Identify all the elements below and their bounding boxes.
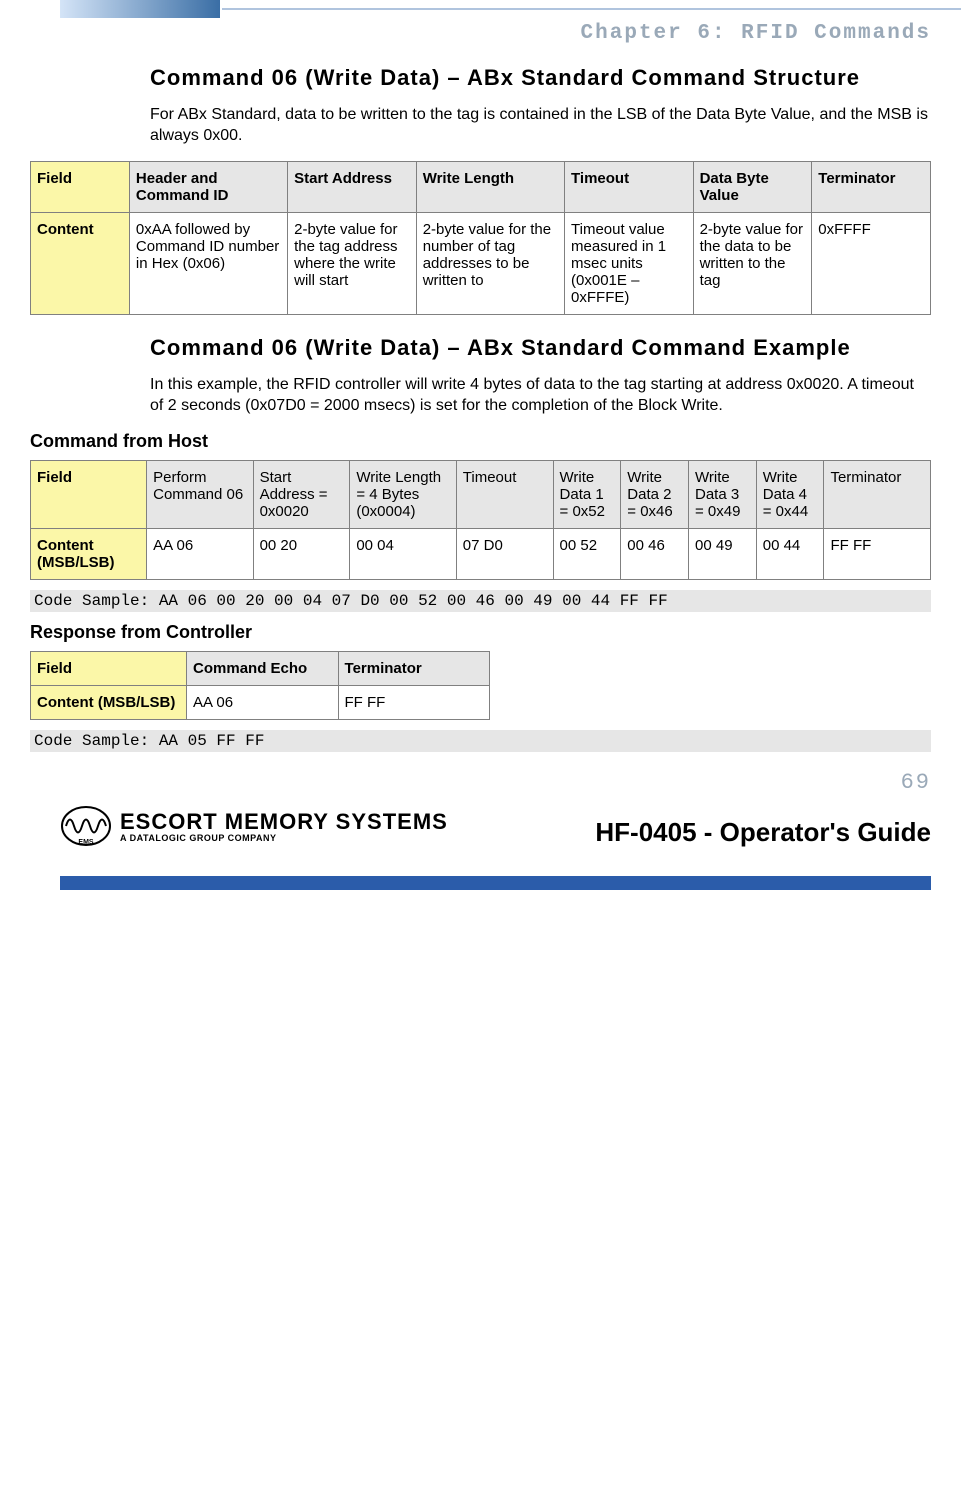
col-header: Write Data 4 = 0x44 [756, 460, 824, 528]
cell: Timeout value measured in 1 msec units (… [565, 212, 694, 314]
col-header: Write Length [416, 161, 564, 212]
row-label: Content (MSB/LSB) [31, 528, 147, 579]
cell: 00 04 [350, 528, 456, 579]
cell: 00 44 [756, 528, 824, 579]
row-label: Field [31, 651, 187, 685]
col-header: Write Data 2 = 0x46 [621, 460, 689, 528]
footer-blue-bar [60, 876, 931, 890]
cell: AA 06 [187, 685, 338, 719]
section-body-example: In this example, the RFID controller wil… [150, 374, 931, 417]
response-title: Response from Controller [0, 622, 961, 643]
row-label: Field [31, 460, 147, 528]
cell: 0xFFFF [812, 212, 931, 314]
page-number: 69 [0, 770, 961, 795]
table-row: Content (MSB/LSB) AA 06 00 20 00 04 07 D… [31, 528, 931, 579]
top-thin-line [222, 8, 961, 10]
table-row: Field Perform Command 06 Start Address =… [31, 460, 931, 528]
table-row: Field Command Echo Terminator [31, 651, 490, 685]
code-sample-host: Code Sample: AA 06 00 20 00 04 07 D0 00 … [30, 590, 931, 612]
col-header: Write Length = 4 Bytes (0x0004) [350, 460, 456, 528]
col-header: Timeout [456, 460, 553, 528]
col-header: Timeout [565, 161, 694, 212]
cell: 00 49 [689, 528, 757, 579]
cell: 2-byte value for the data to be written … [693, 212, 812, 314]
cell: 00 20 [253, 528, 350, 579]
table-row: Field Header and Command ID Start Addres… [31, 161, 931, 212]
page-footer: EMS ESCORT MEMORY SYSTEMS A DATALOGIC GR… [0, 805, 961, 868]
cell: 2-byte value for the number of tag addre… [416, 212, 564, 314]
row-label: Field [31, 161, 130, 212]
row-label: Content [31, 212, 130, 314]
col-header: Perform Command 06 [147, 460, 253, 528]
cell: AA 06 [147, 528, 253, 579]
col-header: Start Address = 0x0020 [253, 460, 350, 528]
chapter-label: Chapter 6: RFID Commands [0, 22, 961, 45]
cell: 07 D0 [456, 528, 553, 579]
table-row: Content 0xAA followed by Command ID numb… [31, 212, 931, 314]
col-header: Data Byte Value [693, 161, 812, 212]
cell: 0xAA followed by Command ID number in He… [129, 212, 287, 314]
host-command-table: Field Perform Command 06 Start Address =… [30, 460, 931, 580]
col-header: Terminator [812, 161, 931, 212]
response-table: Field Command Echo Terminator Content (M… [30, 651, 490, 720]
section-title-structure: Command 06 (Write Data) – ABx Standard C… [150, 63, 931, 94]
host-command-title: Command from Host [0, 431, 961, 452]
section-body-structure: For ABx Standard, data to be written to … [150, 104, 931, 147]
cell: 00 52 [553, 528, 621, 579]
cell: 00 46 [621, 528, 689, 579]
top-gradient-bar [60, 0, 220, 18]
section-title-example: Command 06 (Write Data) – ABx Standard C… [150, 333, 931, 364]
logo-company-name: ESCORT MEMORY SYSTEMS [120, 809, 448, 835]
col-header: Terminator [338, 651, 489, 685]
cell: 2-byte value for the tag address where t… [288, 212, 417, 314]
table-row: Content (MSB/LSB) AA 06 FF FF [31, 685, 490, 719]
cell: FF FF [824, 528, 931, 579]
col-header: Write Data 1 = 0x52 [553, 460, 621, 528]
ems-logo-icon: EMS [60, 805, 112, 847]
col-header: Command Echo [187, 651, 338, 685]
svg-text:EMS: EMS [78, 839, 94, 846]
structure-table: Field Header and Command ID Start Addres… [30, 161, 931, 315]
col-header: Start Address [288, 161, 417, 212]
code-sample-response: Code Sample: AA 05 FF FF [30, 730, 931, 752]
col-header: Terminator [824, 460, 931, 528]
top-decoration [0, 0, 961, 18]
col-header: Write Data 3 = 0x49 [689, 460, 757, 528]
cell: FF FF [338, 685, 489, 719]
row-label: Content (MSB/LSB) [31, 685, 187, 719]
col-header: Header and Command ID [129, 161, 287, 212]
